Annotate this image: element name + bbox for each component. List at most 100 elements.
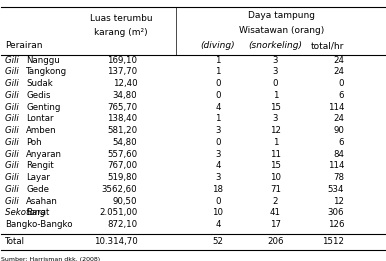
Text: 0: 0 — [215, 138, 221, 147]
Text: 6: 6 — [339, 91, 344, 100]
Text: Gili: Gili — [5, 150, 21, 159]
Text: 34,80: 34,80 — [113, 91, 137, 100]
Text: (snorkeling): (snorkeling) — [249, 41, 302, 50]
Text: 0: 0 — [339, 79, 344, 88]
Text: Anyaran: Anyaran — [26, 150, 62, 159]
Text: Gili: Gili — [5, 197, 21, 206]
Text: 169,10: 169,10 — [107, 56, 137, 65]
Text: Bangko-Bangko: Bangko-Bangko — [5, 220, 73, 229]
Text: Gili: Gili — [5, 126, 21, 135]
Text: Gili: Gili — [5, 114, 21, 123]
Text: Sumber: Harrisman dkk. (2008): Sumber: Harrisman dkk. (2008) — [2, 257, 100, 261]
Text: 4: 4 — [215, 103, 221, 112]
Text: 3562,60: 3562,60 — [102, 185, 137, 194]
Text: 1: 1 — [215, 67, 221, 76]
Text: 12,40: 12,40 — [113, 79, 137, 88]
Text: 6: 6 — [339, 138, 344, 147]
Text: Gede: Gede — [26, 185, 49, 194]
Text: 3: 3 — [273, 114, 278, 123]
Text: Luas terumbu: Luas terumbu — [90, 14, 152, 23]
Text: 12: 12 — [334, 197, 344, 206]
Text: Perairan: Perairan — [5, 41, 43, 50]
Text: 90,50: 90,50 — [113, 197, 137, 206]
Text: 71: 71 — [270, 185, 281, 194]
Text: 2: 2 — [273, 197, 278, 206]
Text: 0: 0 — [215, 79, 221, 88]
Text: Total: Total — [5, 237, 25, 246]
Text: Sekotong: Sekotong — [5, 209, 47, 217]
Text: 24: 24 — [334, 56, 344, 65]
Text: 4: 4 — [215, 162, 221, 170]
Text: Wisatawan (orang): Wisatawan (orang) — [239, 26, 324, 35]
Text: Gili: Gili — [5, 162, 21, 170]
Text: 872,10: 872,10 — [107, 220, 137, 229]
Text: 3: 3 — [273, 67, 278, 76]
Text: 767,00: 767,00 — [107, 162, 137, 170]
Text: 138,40: 138,40 — [107, 114, 137, 123]
Text: 114: 114 — [328, 162, 344, 170]
Text: 581,20: 581,20 — [107, 126, 137, 135]
Text: 24: 24 — [334, 114, 344, 123]
Text: 1512: 1512 — [322, 237, 344, 246]
Text: Gili: Gili — [5, 91, 21, 100]
Text: 126: 126 — [328, 220, 344, 229]
Text: 534: 534 — [328, 185, 344, 194]
Text: 17: 17 — [270, 220, 281, 229]
Text: Daya tampung: Daya tampung — [248, 11, 315, 20]
Text: Gili: Gili — [5, 138, 21, 147]
Text: 306: 306 — [328, 209, 344, 217]
Text: 1: 1 — [215, 56, 221, 65]
Text: 137,70: 137,70 — [107, 67, 137, 76]
Text: (diving): (diving) — [201, 41, 235, 50]
Text: 765,70: 765,70 — [107, 103, 137, 112]
Text: 12: 12 — [270, 126, 281, 135]
Text: Gili: Gili — [5, 67, 21, 76]
Text: 1: 1 — [273, 91, 278, 100]
Text: total/hr: total/hr — [311, 41, 344, 50]
Text: 0: 0 — [215, 91, 221, 100]
Text: 3: 3 — [215, 150, 221, 159]
Text: 1: 1 — [273, 138, 278, 147]
Text: Gili: Gili — [5, 173, 21, 182]
Text: 11: 11 — [270, 150, 281, 159]
Text: 2.051,00: 2.051,00 — [99, 209, 137, 217]
Text: 0: 0 — [215, 197, 221, 206]
Text: Barat: Barat — [26, 209, 50, 217]
Text: 206: 206 — [267, 237, 284, 246]
Text: Gili: Gili — [5, 103, 21, 112]
Text: Sudak: Sudak — [26, 79, 53, 88]
Text: 10: 10 — [270, 173, 281, 182]
Text: 54,80: 54,80 — [113, 138, 137, 147]
Text: Gili: Gili — [5, 56, 21, 65]
Text: 90: 90 — [334, 126, 344, 135]
Text: Tangkong: Tangkong — [26, 67, 68, 76]
Text: 3: 3 — [215, 173, 221, 182]
Text: 114: 114 — [328, 103, 344, 112]
Text: 52: 52 — [212, 237, 223, 246]
Text: Genting: Genting — [26, 103, 61, 112]
Text: 15: 15 — [270, 162, 281, 170]
Text: Poh: Poh — [26, 138, 42, 147]
Text: Gedis: Gedis — [26, 91, 51, 100]
Text: Lontar: Lontar — [26, 114, 54, 123]
Text: Nanggu: Nanggu — [26, 56, 60, 65]
Text: Rengit: Rengit — [26, 162, 54, 170]
Text: 18: 18 — [212, 185, 223, 194]
Text: 1: 1 — [215, 114, 221, 123]
Text: 557,60: 557,60 — [107, 150, 137, 159]
Text: 15: 15 — [270, 103, 281, 112]
Text: 519,80: 519,80 — [107, 173, 137, 182]
Text: 0: 0 — [273, 79, 278, 88]
Text: Asahan: Asahan — [26, 197, 58, 206]
Text: 84: 84 — [334, 150, 344, 159]
Text: 24: 24 — [334, 67, 344, 76]
Text: Gili: Gili — [5, 185, 21, 194]
Text: 41: 41 — [270, 209, 281, 217]
Text: 10: 10 — [212, 209, 223, 217]
Text: 3: 3 — [273, 56, 278, 65]
Text: 10.314,70: 10.314,70 — [94, 237, 137, 246]
Text: 4: 4 — [215, 220, 221, 229]
Text: karang (m²): karang (m²) — [94, 28, 148, 37]
Text: Layar: Layar — [26, 173, 50, 182]
Text: Amben: Amben — [26, 126, 57, 135]
